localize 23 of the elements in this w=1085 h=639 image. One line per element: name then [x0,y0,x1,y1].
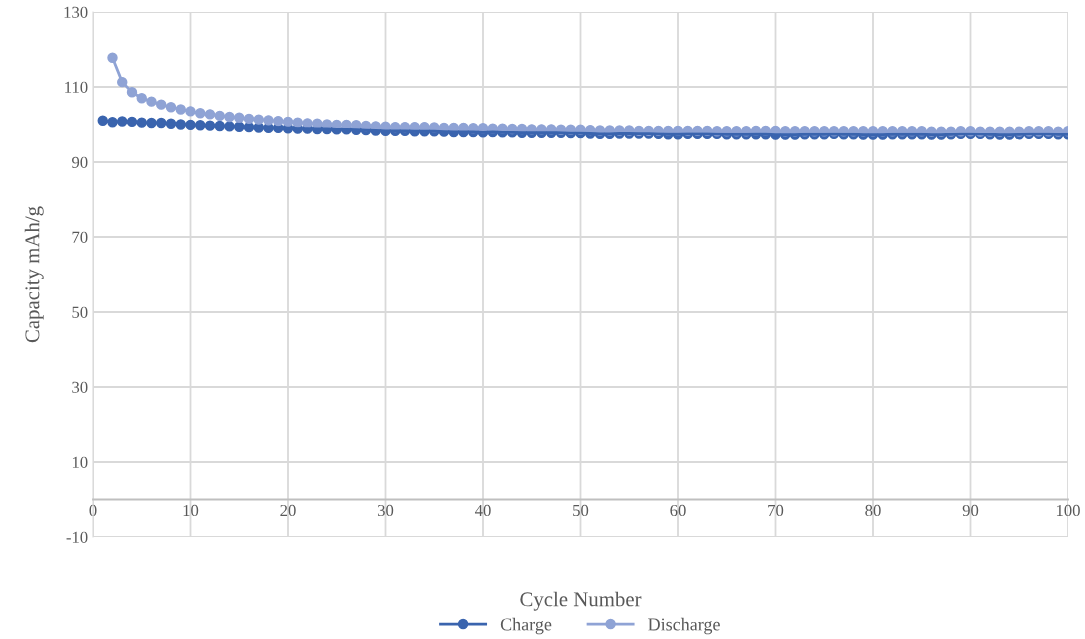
x-tick-label: 50 [573,504,589,517]
x-tick-label: 30 [377,504,394,517]
y-tick-label: 110 [65,81,88,93]
x-axis-title: Cycle Number [520,591,642,611]
y-axis-title: Capacity mAh/g [24,206,44,343]
x-tick-label: 70 [768,504,784,517]
y-tick-label: 30 [72,381,88,393]
y-tick-label: 90 [72,156,88,168]
y-tick-label: -10 [66,531,88,543]
x-tick-label: 90 [962,504,979,517]
x-tick-label: 80 [865,504,881,517]
y-tick-label: 50 [72,306,88,318]
y-tick-label: 10 [72,456,88,468]
y-tick-label: 130 [64,6,88,18]
legend-label: Charge [500,617,552,635]
x-tick-label: 10 [183,504,199,517]
x-tick-label: 100 [1056,504,1080,517]
x-tick-label: 40 [474,504,491,517]
x-tick-label: 0 [89,504,97,517]
y-tick-label: 70 [72,231,88,243]
x-tick-label: 60 [670,504,686,517]
x-tick-label: 20 [280,504,296,517]
legend-label: Discharge [648,617,720,635]
